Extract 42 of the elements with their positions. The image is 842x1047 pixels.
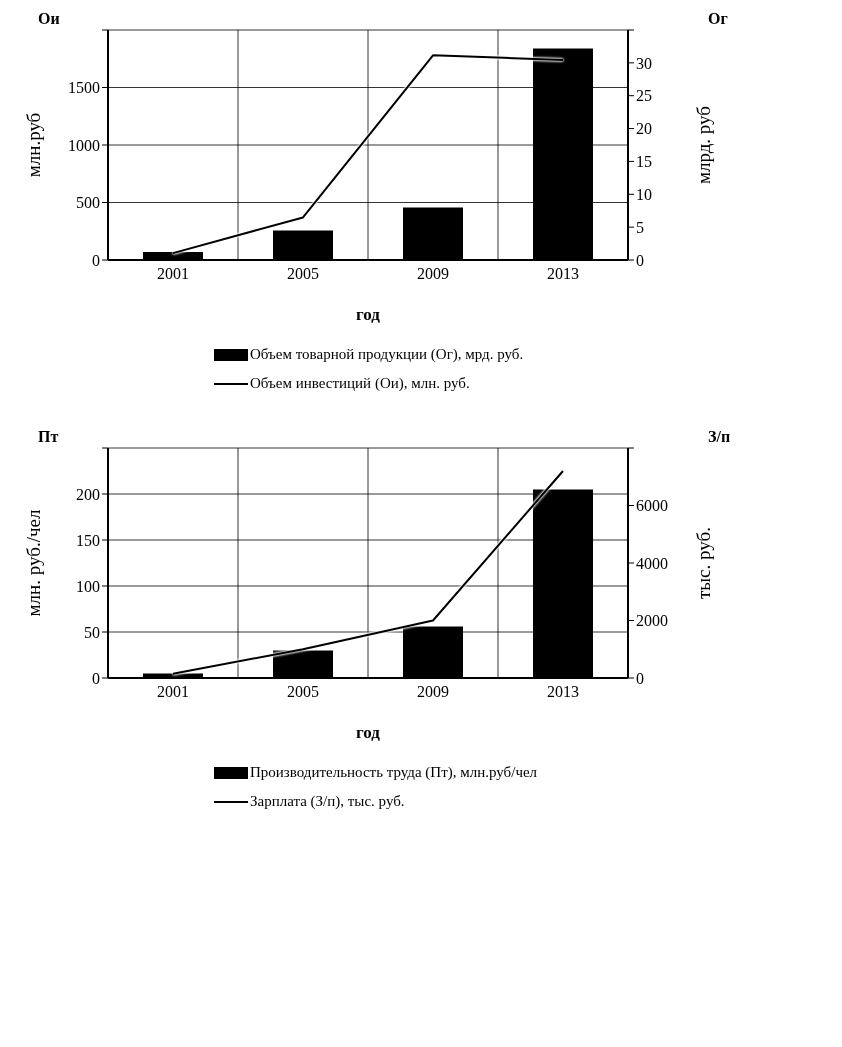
x-tick-label: 2001	[157, 683, 189, 701]
y2-tick-label: 20	[636, 120, 652, 138]
y2-axis-title: тыс. руб.	[692, 527, 714, 599]
x-tick-label: 2009	[417, 265, 449, 283]
legend-label: Зарплата (З/п), тыс. руб.	[250, 793, 405, 810]
y-tick-label: 0	[92, 251, 100, 269]
x-axis-title: год	[356, 723, 381, 742]
text: Ои	[38, 10, 60, 28]
y-tick-label: 1500	[68, 79, 100, 97]
x-tick-label: 2005	[287, 265, 319, 283]
y-tick-label: 100	[76, 577, 100, 595]
y2-tick-label: 6000	[636, 497, 668, 515]
text: Пт	[38, 428, 59, 446]
y-tick-label: 150	[76, 531, 100, 549]
y-tick-label: 50	[84, 623, 100, 641]
legend-label: Объем товарной продукции (Ог), мрд. руб.	[250, 346, 524, 363]
y2-tick-label: 15	[636, 153, 652, 171]
y-tick-label: 0	[92, 669, 100, 687]
y2-tick-label: 30	[636, 54, 652, 72]
y2-tick-label: 2000	[636, 612, 668, 630]
y2-tick-label: 5	[636, 218, 644, 236]
legend-label: Объем инвестиций (Ои), млн. руб.	[250, 375, 470, 392]
y-tick-label: 500	[76, 194, 100, 212]
legend-label: Производительность труда (Пт), млн.руб/чел	[250, 764, 538, 781]
y-axis-title: млн.руб	[22, 112, 44, 178]
y-tick-label: 1000	[68, 136, 100, 154]
y2-tick-label: 0	[636, 669, 644, 687]
y2-tick-label: 25	[636, 87, 652, 105]
x-tick-label: 2001	[157, 265, 189, 283]
x-tick-label: 2009	[417, 683, 449, 701]
y2-tick-label: 10	[636, 185, 652, 203]
x-axis-title: год	[356, 305, 381, 324]
x-tick-label: 2013	[547, 683, 579, 701]
y2-tick-label: 4000	[636, 554, 668, 572]
x-tick-label: 2005	[287, 683, 319, 701]
y-tick-label: 200	[76, 485, 100, 503]
y2-tick-label: 0	[636, 251, 644, 269]
y2-axis-title: млрд. руб	[692, 105, 714, 185]
text: Ог	[708, 10, 728, 28]
text: З/п	[708, 428, 731, 446]
x-tick-label: 2013	[547, 265, 579, 283]
y-axis-title: млн. руб./чел	[22, 509, 44, 617]
